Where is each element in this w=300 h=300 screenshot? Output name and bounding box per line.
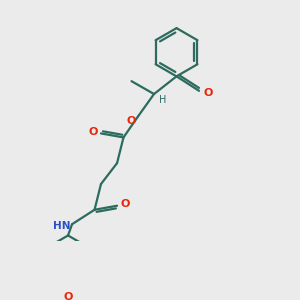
Text: O: O xyxy=(120,199,130,209)
Text: HN: HN xyxy=(53,221,70,231)
Text: H: H xyxy=(159,95,166,106)
Text: O: O xyxy=(203,88,212,98)
Text: O: O xyxy=(127,116,136,125)
Text: O: O xyxy=(63,292,73,300)
Text: O: O xyxy=(88,127,98,137)
